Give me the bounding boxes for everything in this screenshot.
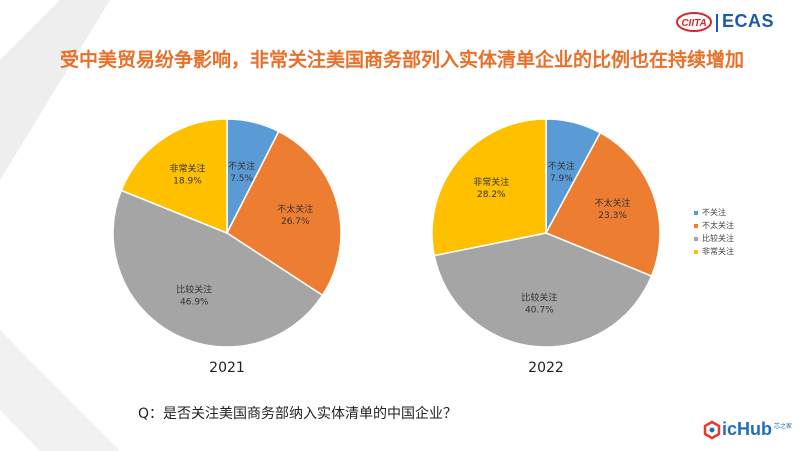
pie-2021-slice-1 [226, 130, 342, 297]
legend-item: 不关注 [694, 206, 734, 219]
pie-2021-label-0: 不关注 [228, 160, 255, 172]
pie-2021-label-2: 比较关注 [176, 284, 212, 296]
pie-2022-label-3: 非常关注 [473, 176, 509, 188]
ciita-logo-text: CIITA [681, 18, 706, 29]
chart-2022-year: 2022 [528, 360, 564, 376]
pie-2021-label-3: 非常关注 [169, 162, 205, 174]
survey-question: Q：是否关注美国商务部纳入实体清单的中国企业？ [138, 406, 458, 422]
legend-item: 比较关注 [694, 232, 734, 245]
pie-2022-label-2: 比较关注 [521, 291, 557, 303]
pie-2022-slice-1 [544, 131, 661, 278]
pie-2022-value-3: 28.2% [477, 190, 506, 200]
ichub-text: icHub [722, 419, 773, 439]
chart-2021-year: 2021 [209, 360, 245, 376]
pie-2022-slice-2 [433, 232, 653, 348]
legend-label: 非常关注 [702, 247, 734, 256]
pie-2022-value-0: 7.9% [550, 174, 573, 184]
pie-2022-value-2: 40.7% [525, 305, 554, 315]
legend-label: 不关注 [702, 208, 726, 217]
ichub-small-text: 芯之家 [774, 423, 793, 430]
ecas-logo: ECAS [722, 11, 775, 31]
page-title: 受中美贸易纷争影响，非常关注美国商务部列入实体清单企业的比例也在持续增加 [60, 49, 745, 71]
pie-2022-label-0: 不关注 [548, 160, 575, 172]
legend-swatch [694, 236, 698, 241]
ichub-icon [703, 420, 721, 439]
legend-item: 不太关注 [694, 219, 734, 232]
legend-item: 非常关注 [694, 245, 734, 258]
chart-legend: 不关注不太关注比较关注非常关注 [694, 206, 734, 258]
legend-label: 比较关注 [702, 234, 734, 243]
pie-2021-value-0: 7.5% [230, 174, 253, 184]
pie-2022-label-1: 不太关注 [595, 197, 631, 209]
legend-label: 不太关注 [702, 221, 734, 230]
pie-2022-value-1: 23.3% [598, 211, 627, 221]
pie-2021-value-3: 18.9% [173, 176, 202, 186]
pie-2021-slice-2 [112, 189, 324, 348]
pie-2022-slice-3 [431, 118, 547, 257]
pie-2021-value-1: 26.7% [281, 217, 310, 227]
pie-2021-label-1: 不太关注 [277, 203, 313, 215]
ichub-logo: icHub 芯之家 [702, 419, 792, 440]
pie-2021-value-2: 46.9% [180, 298, 209, 308]
ciita-logo: CIITA [676, 12, 712, 32]
legend-swatch [694, 249, 698, 254]
legend-swatch [694, 223, 698, 228]
logo-separator [716, 14, 718, 32]
pie-2021-slice-3 [120, 118, 228, 235]
legend-swatch [694, 210, 698, 215]
